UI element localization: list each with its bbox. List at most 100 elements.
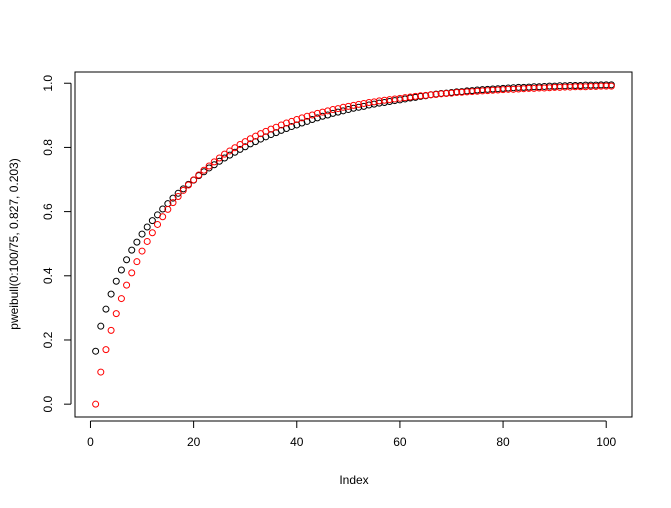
point	[112, 277, 120, 285]
point	[123, 256, 131, 264]
point	[525, 84, 533, 92]
point	[236, 141, 244, 149]
point	[241, 138, 249, 146]
point	[566, 83, 574, 91]
point	[221, 150, 229, 158]
point	[143, 237, 151, 245]
point	[138, 247, 146, 255]
point	[515, 85, 523, 93]
point	[417, 92, 425, 100]
point	[463, 88, 471, 96]
point	[303, 112, 311, 120]
point	[478, 87, 486, 95]
point	[576, 83, 584, 91]
point	[215, 154, 223, 162]
point	[592, 82, 600, 90]
point	[112, 310, 120, 318]
point	[582, 83, 590, 91]
point	[143, 223, 151, 231]
point	[587, 82, 595, 90]
point	[324, 107, 332, 115]
point	[159, 205, 167, 213]
point	[221, 154, 229, 162]
point	[128, 246, 136, 254]
point	[401, 94, 409, 102]
point	[133, 238, 141, 246]
point	[432, 90, 440, 98]
point	[422, 91, 430, 99]
point	[571, 83, 579, 91]
point	[148, 229, 156, 237]
y-axis-label: pweibull(0:100/75, 0.827, 0.203)	[7, 158, 21, 329]
point	[380, 96, 388, 104]
point	[133, 258, 141, 266]
point	[437, 90, 445, 98]
point	[489, 86, 497, 94]
point	[107, 290, 115, 298]
x-tick-label: 100	[596, 435, 616, 449]
point	[169, 199, 177, 207]
point	[386, 96, 394, 104]
point	[210, 161, 218, 169]
point	[184, 181, 192, 189]
point	[607, 82, 615, 90]
point	[561, 83, 569, 91]
point	[375, 99, 383, 107]
point	[117, 295, 125, 303]
point	[504, 85, 512, 93]
point	[453, 89, 461, 97]
point	[442, 90, 450, 98]
point	[556, 83, 564, 91]
y-tick-label: 1.0	[41, 75, 55, 92]
point	[154, 220, 162, 228]
y-tick-label: 0.6	[41, 203, 55, 220]
point	[102, 346, 110, 354]
point	[602, 82, 610, 90]
point	[375, 97, 383, 105]
x-tick-label: 40	[290, 435, 304, 449]
point	[92, 400, 100, 408]
point	[391, 95, 399, 103]
point	[458, 88, 466, 96]
point	[148, 217, 156, 225]
point	[334, 105, 342, 113]
point	[195, 171, 203, 179]
plot-frame	[74, 71, 633, 418]
point	[97, 368, 105, 376]
point	[360, 99, 368, 107]
point	[468, 88, 476, 96]
point	[484, 87, 492, 95]
point	[319, 108, 327, 116]
point	[509, 85, 517, 93]
point	[128, 269, 136, 277]
point	[355, 100, 363, 108]
point	[494, 86, 502, 94]
point	[597, 82, 605, 90]
point	[551, 83, 559, 91]
point	[339, 103, 347, 111]
point	[329, 106, 337, 114]
point	[313, 109, 321, 117]
point	[520, 85, 528, 93]
point	[164, 205, 172, 213]
point	[200, 166, 208, 174]
point	[319, 112, 327, 120]
point	[174, 193, 182, 201]
point	[530, 84, 538, 92]
point	[226, 147, 234, 155]
y-tick-label: 0.4	[41, 267, 55, 284]
point	[226, 151, 234, 159]
point	[92, 347, 100, 355]
point	[535, 84, 543, 92]
y-tick-label: 0.2	[41, 331, 55, 348]
point	[406, 93, 414, 101]
point	[179, 186, 187, 194]
point	[499, 86, 507, 94]
point	[190, 176, 198, 184]
point	[117, 266, 125, 274]
y-tick-label: 0.8	[41, 139, 55, 156]
point	[540, 84, 548, 92]
x-tick-label: 0	[87, 435, 94, 449]
